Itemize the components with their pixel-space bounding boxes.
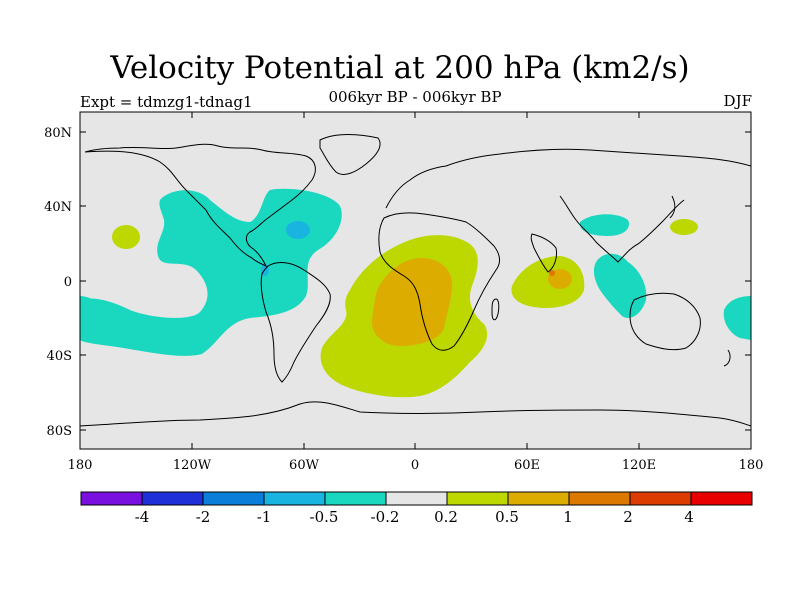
colorbar-swatch — [629, 491, 692, 506]
contour-positive-africa-core — [371, 258, 452, 346]
coastline-india — [530, 233, 557, 273]
lon-ticks — [191, 112, 640, 449]
lat-label: 40N — [44, 200, 72, 215]
coastline-south-america — [260, 262, 331, 383]
colorbar-label: -4 — [135, 508, 150, 526]
coastline-greenland — [319, 134, 381, 175]
colorbar-labels: -4 -2 -1 -0.5 -0.2 0.2 0.5 1 2 4 — [135, 508, 694, 526]
coastlines-layer — [80, 134, 751, 427]
coastline-madagascar — [491, 298, 500, 321]
lon-label: 120W — [173, 458, 212, 473]
contour-negative-atlantic-core — [286, 221, 310, 239]
colorbar-swatch — [568, 491, 631, 506]
lat-label: 80S — [47, 424, 72, 439]
colorbar-swatch — [324, 491, 387, 506]
colorbar-label: 0.2 — [434, 508, 458, 526]
lon-label: 180 — [68, 458, 93, 473]
colorbar — [80, 491, 753, 506]
colorbar-swatch — [446, 491, 509, 506]
coastline-australia — [629, 292, 701, 351]
lon-label: 180 — [739, 458, 764, 473]
colorbar-swatch — [202, 491, 265, 506]
lat-label: 40S — [47, 349, 72, 364]
lat-label: 80N — [44, 126, 72, 141]
contour-negative-east-asia — [579, 214, 630, 236]
colorbar-swatch — [80, 491, 143, 506]
coastline-antarctica — [80, 401, 751, 427]
colorbar-swatch — [690, 491, 753, 506]
contour-positive-pacific-small — [112, 225, 140, 249]
colorbar-swatch — [385, 491, 448, 506]
lat-ticks — [80, 131, 751, 431]
coastline-africa — [378, 212, 501, 351]
colorbar-swatch — [141, 491, 204, 506]
colorbar-label: -0.5 — [310, 508, 339, 526]
lon-labels: 180 120W 60W 0 60E 120E 180 — [68, 458, 764, 473]
colorbar-label: -2 — [196, 508, 211, 526]
colorbar-label: 0.5 — [495, 508, 519, 526]
contour-positive-indian-ocean — [511, 256, 585, 308]
contour-negative-east-pacific — [80, 296, 115, 334]
coastline-eurasia — [385, 148, 751, 263]
map-subtitle: 006kyr BP - 006kyr BP — [328, 88, 502, 106]
contour-fill-layer — [80, 188, 751, 398]
coastline-japan — [669, 195, 676, 219]
lat-label: 0 — [64, 275, 72, 290]
coastline-north-america — [84, 143, 316, 268]
lat-labels: 80N 40N 0 40S 80S — [44, 126, 72, 439]
colorbar-swatch — [263, 491, 326, 506]
lon-label: 0 — [411, 458, 419, 473]
contour-negative-americas — [80, 188, 342, 356]
colorbar-label: -0.2 — [371, 508, 400, 526]
map-title: Velocity Potential at 200 hPa (km2/s) — [110, 50, 690, 86]
lon-label: 60W — [289, 458, 320, 473]
contour-positive-indian-peak — [549, 270, 555, 276]
season-label: DJF — [723, 92, 752, 110]
colorbar-label: -1 — [257, 508, 272, 526]
contour-positive-japan-small — [670, 219, 698, 235]
lon-label: 60E — [514, 458, 540, 473]
colorbar-swatch — [507, 491, 570, 506]
contour-negative-west-pacific — [723, 296, 751, 340]
coastline-new-zealand — [723, 349, 731, 367]
colorbar-label: 4 — [684, 508, 694, 526]
colorbar-label: 2 — [623, 508, 633, 526]
lon-label: 120E — [622, 458, 656, 473]
colorbar-label: 1 — [563, 508, 573, 526]
experiment-label: Expt = tdmzg1-tdnag1 — [80, 93, 253, 111]
